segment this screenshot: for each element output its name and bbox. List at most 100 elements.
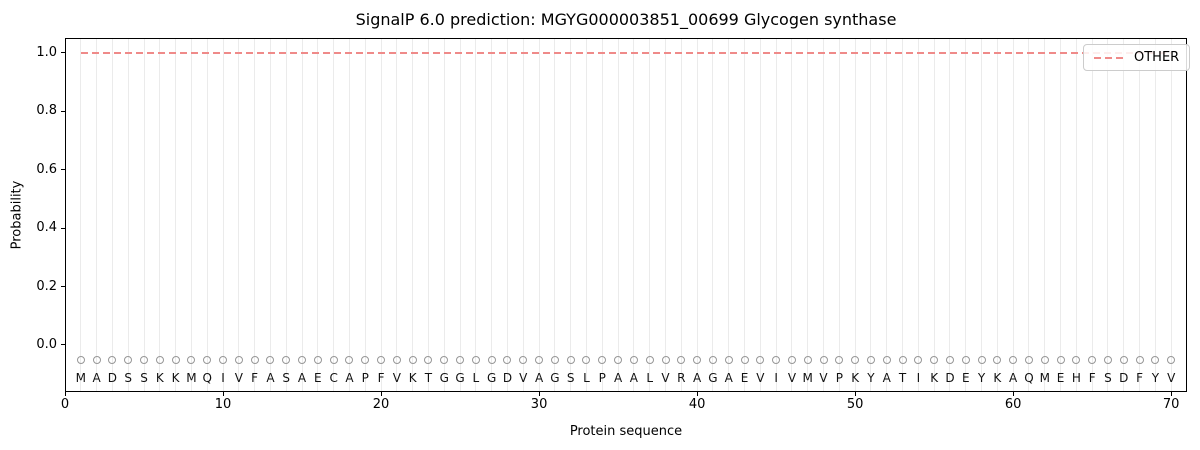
residue-marker <box>108 355 117 364</box>
residue-letter: I <box>774 370 778 385</box>
residue-letter: V <box>756 370 765 385</box>
residue-letter: G <box>708 370 718 385</box>
residue-marker <box>851 355 860 364</box>
legend-dashed-line-icon <box>1094 56 1125 59</box>
y-axis-label: Probability <box>9 180 25 250</box>
residue-marker <box>835 355 844 364</box>
x-tick-label: 70 <box>1162 397 1180 412</box>
residue-marker <box>598 355 607 364</box>
gridline <box>1091 38 1093 392</box>
residue-marker <box>629 355 638 364</box>
residue-letter: V <box>661 370 670 385</box>
gridline <box>443 38 445 392</box>
residue-marker <box>693 355 702 364</box>
residue-marker <box>550 355 559 364</box>
residue-marker <box>645 355 654 364</box>
residue-letter: R <box>677 370 686 385</box>
gridline <box>80 38 82 392</box>
residue-letter: S <box>1104 370 1112 385</box>
gridline <box>238 38 240 392</box>
residue-letter: A <box>266 370 275 385</box>
residue-letter: V <box>787 370 797 385</box>
residue-letter: G <box>487 370 497 385</box>
residue-letter: F <box>251 370 259 385</box>
residue-marker <box>171 355 180 364</box>
residue-marker <box>787 355 796 364</box>
residue-letter: D <box>1119 370 1129 385</box>
residue-letter: K <box>171 370 180 385</box>
residue-marker <box>219 355 228 364</box>
residue-letter: A <box>882 370 891 385</box>
residue-marker <box>282 355 291 364</box>
residue-letter: D <box>107 370 118 385</box>
gridline <box>759 38 761 392</box>
residue-marker <box>392 355 401 364</box>
residue-marker <box>1088 355 1097 364</box>
residue-marker <box>424 355 433 364</box>
residue-marker <box>1056 355 1065 364</box>
residue-letter: Y <box>977 370 986 385</box>
residue-marker <box>1103 355 1112 364</box>
residue-letter: M <box>802 370 813 385</box>
gridline <box>601 38 603 392</box>
x-tick-label: 50 <box>846 397 864 412</box>
gridline <box>744 38 746 392</box>
residue-letter: A <box>534 370 544 385</box>
gridline <box>917 38 919 392</box>
gridline <box>791 38 793 392</box>
residue-marker <box>329 355 338 364</box>
residue-marker <box>1135 355 1144 364</box>
residue-letter: T <box>898 370 907 385</box>
gridline <box>886 38 888 392</box>
residue-marker <box>456 355 465 364</box>
residue-letter: M <box>1039 370 1050 385</box>
gridline <box>538 38 540 392</box>
residue-marker <box>187 355 196 364</box>
gridline <box>143 38 145 392</box>
residue-letter: P <box>598 370 606 385</box>
gridline <box>633 38 635 392</box>
x-tick-label: 60 <box>1004 397 1022 412</box>
chart-title: SignalP 6.0 prediction: MGYG000003851_00… <box>355 10 897 29</box>
y-tick-label: 0.0 <box>36 336 57 352</box>
gridline <box>159 38 161 392</box>
residue-marker <box>92 355 101 364</box>
residue-letter: F <box>377 370 385 385</box>
gridline <box>427 38 429 392</box>
gridline <box>1028 38 1030 392</box>
legend-label-other: OTHER <box>1134 50 1180 65</box>
gridline <box>981 38 983 392</box>
gridline <box>949 38 951 392</box>
gridline <box>1044 38 1046 392</box>
residue-letter: V <box>392 370 401 385</box>
residue-letter: V <box>819 370 828 385</box>
residue-letter: G <box>439 370 449 385</box>
residue-letter: E <box>961 370 970 385</box>
residue-letter: Y <box>1151 370 1160 385</box>
residue-letter: K <box>851 370 860 385</box>
y-tick-mark <box>61 52 65 54</box>
residue-letter: V <box>234 370 243 385</box>
residue-marker <box>945 355 954 364</box>
residue-letter: I <box>221 370 225 385</box>
residue-letter: F <box>1088 370 1096 385</box>
y-tick-label: 0.6 <box>36 161 57 177</box>
x-tick-label: 30 <box>530 397 548 412</box>
gridline <box>1123 38 1125 392</box>
residue-letter: H <box>1071 370 1081 385</box>
residue-letter: E <box>1056 370 1065 385</box>
x-tick-mark <box>696 392 698 396</box>
residue-marker <box>614 355 623 364</box>
gridline <box>412 38 414 392</box>
residue-marker <box>345 355 354 364</box>
residue-marker <box>740 355 749 364</box>
gridline <box>649 38 651 392</box>
residue-marker <box>377 355 386 364</box>
gridline <box>380 38 382 392</box>
gridline <box>1170 38 1172 392</box>
residue-marker <box>772 355 781 364</box>
residue-marker <box>819 355 828 364</box>
residue-letter: M <box>75 370 86 385</box>
legend: OTHER <box>1083 44 1191 71</box>
